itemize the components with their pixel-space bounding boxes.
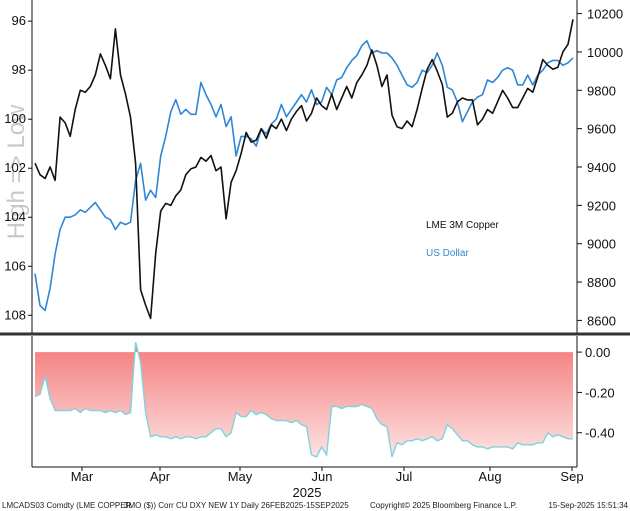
- lower-tick-label: -0.40: [585, 426, 615, 441]
- left-axis-ticks: 96 98 100 102 104 106 108: [4, 13, 32, 322]
- month-label: Sep: [560, 469, 583, 484]
- legend-copper: LME 3M Copper: [426, 220, 499, 231]
- footer-ticker: LMCADS03 Comdty (LME COPPER: [2, 501, 132, 510]
- month-label: Apr: [150, 469, 171, 484]
- year-label: 2025: [293, 485, 322, 500]
- left-tick-label: 96: [12, 13, 26, 28]
- left-tick-label: 108: [4, 307, 26, 322]
- legend-dollar: US Dollar: [426, 248, 469, 259]
- month-label: May: [228, 469, 253, 484]
- right-tick-label: 9600: [587, 122, 616, 137]
- left-tick-label: 104: [4, 209, 26, 224]
- right-tick-label: 10200: [587, 7, 623, 22]
- us-dollar-line: [34, 39, 574, 312]
- month-ticks: Mar Apr May Jun Jul Aug Sep: [71, 467, 584, 484]
- right-tick-label: 9400: [587, 160, 616, 175]
- month-label: Aug: [478, 469, 501, 484]
- right-tick-label: 9200: [587, 198, 616, 213]
- footer-timestamp: 15-Sep-2025 15:51:34: [548, 501, 628, 510]
- correlation-area: [34, 341, 573, 458]
- month-label: Jun: [312, 469, 333, 484]
- correlation-fill: [35, 342, 573, 457]
- price-lines: [34, 19, 574, 320]
- footer-study: 3MO ($)) Corr CU DXY NEW 1Y Daily 26FEB2…: [124, 501, 349, 510]
- left-tick-label: 98: [12, 62, 26, 77]
- month-label: Mar: [71, 469, 94, 484]
- lower-tick-label: 0.00: [585, 345, 610, 360]
- lower-axis-ticks: 0.00 -0.20 -0.40: [577, 345, 615, 441]
- footer-copyright: Copyright© 2025 Bloomberg Finance L.P.: [370, 501, 517, 510]
- right-tick-label: 8600: [587, 313, 616, 328]
- month-label: Jul: [396, 469, 413, 484]
- right-axis-ticks: 10200 10000 9800 9600 9400 9200 9000 8800 8600: [577, 7, 623, 328]
- left-tick-label: 102: [4, 160, 26, 175]
- right-tick-label: 9000: [587, 237, 616, 252]
- right-tick-label: 10000: [587, 45, 623, 60]
- left-axis-title: High => Low: [3, 104, 30, 239]
- left-tick-label: 106: [4, 258, 26, 273]
- right-tick-label: 9800: [587, 83, 616, 98]
- lower-tick-label: -0.20: [585, 385, 615, 400]
- right-tick-label: 8800: [587, 275, 616, 290]
- copper-line: [34, 19, 574, 320]
- left-tick-label: 100: [4, 111, 26, 126]
- correlation-line: [34, 341, 573, 458]
